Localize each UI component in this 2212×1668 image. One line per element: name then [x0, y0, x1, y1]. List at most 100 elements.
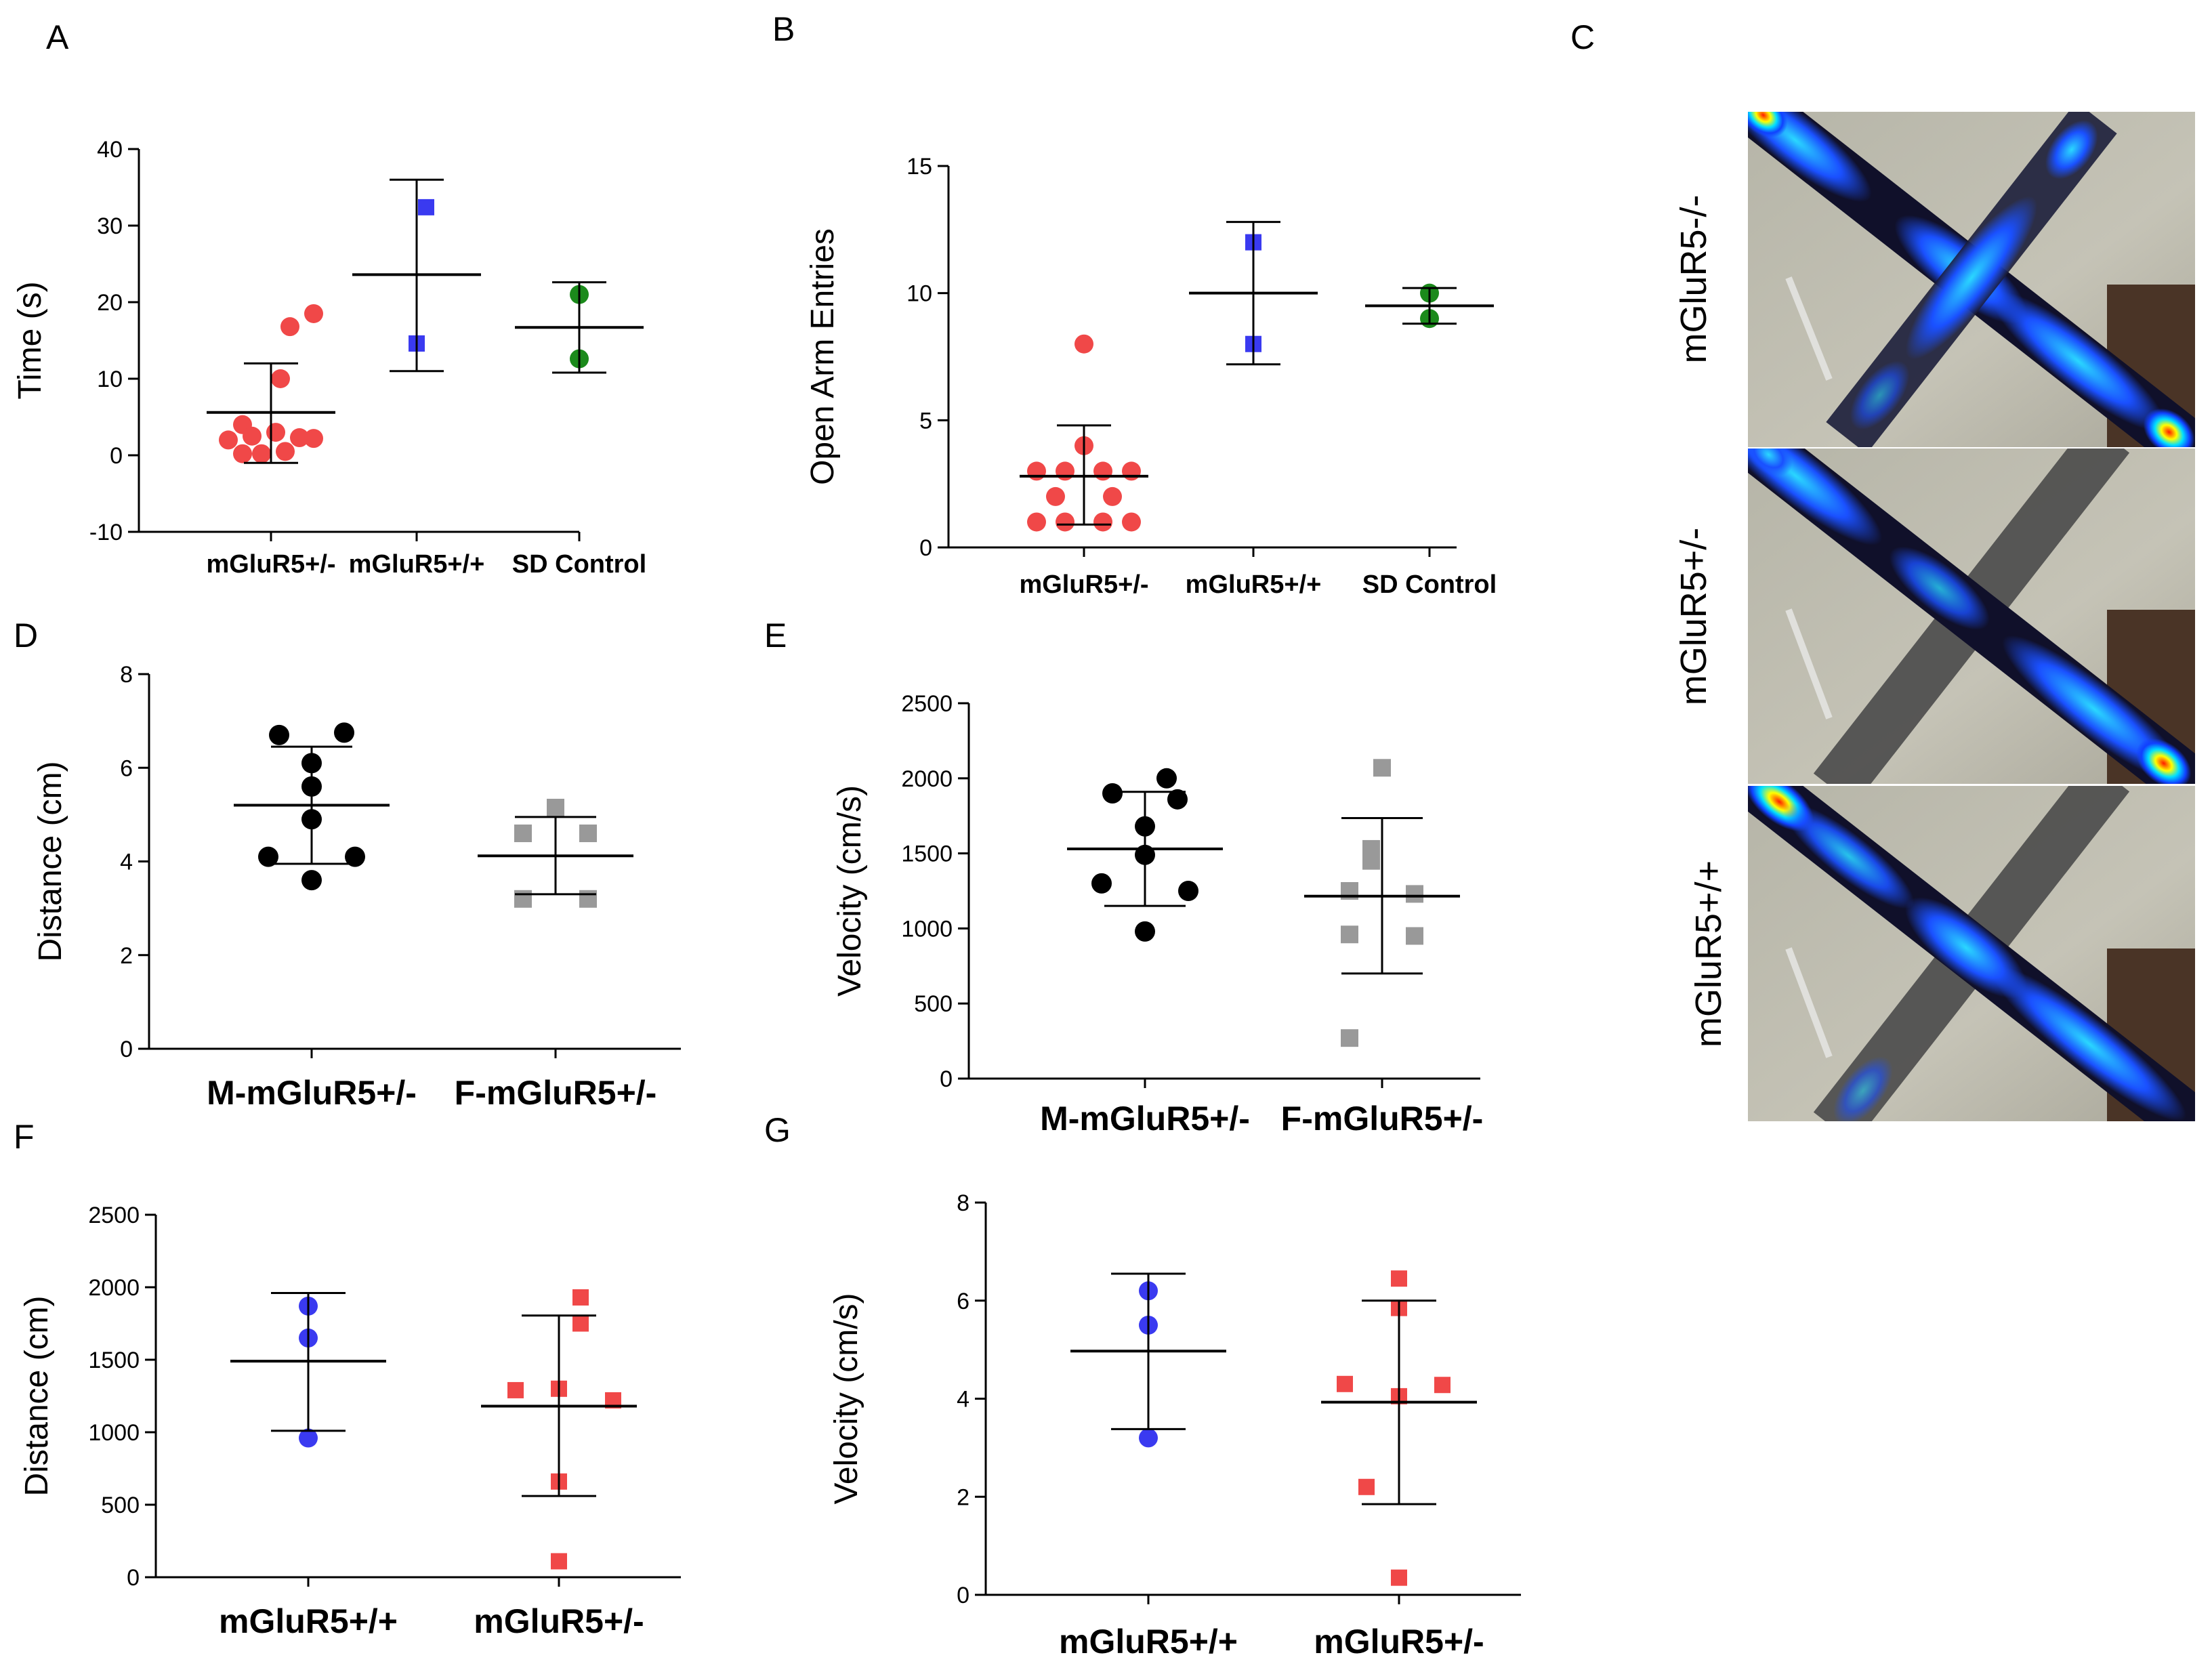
data-point — [1091, 873, 1112, 894]
heatmap-label-ko: mGluR5-/- — [1673, 194, 1714, 363]
y-tick-label: 30 — [97, 213, 123, 239]
y-tick-label: 8 — [957, 1190, 969, 1216]
data-point — [1122, 512, 1141, 532]
heatmap-mglur5-wt — [1748, 786, 2195, 1121]
data-point — [1046, 486, 1065, 506]
data-point — [1074, 334, 1093, 354]
panel-letter-c: C — [1570, 18, 1595, 56]
y-tick-label: 6 — [120, 755, 133, 781]
series-mglur5- — [1321, 1270, 1477, 1586]
data-point — [1434, 1377, 1451, 1394]
data-point — [334, 722, 354, 743]
data-point — [514, 825, 532, 843]
data-point — [1373, 759, 1391, 777]
panel-letter-f: F — [14, 1118, 35, 1156]
data-point — [579, 890, 597, 908]
x-tick-label: F-mGluR5+/- — [455, 1074, 657, 1112]
data-point — [1027, 461, 1046, 481]
data-point — [572, 1289, 589, 1306]
data-point — [304, 304, 323, 323]
data-point — [1362, 852, 1380, 870]
y-axis-label: Velocity (cm/s) — [829, 1293, 864, 1504]
data-point — [219, 430, 238, 450]
data-point — [258, 846, 278, 867]
y-axis-label: Distance (cm) — [19, 1295, 55, 1496]
panel-letter-g: G — [764, 1111, 791, 1149]
y-tick-label: 10 — [97, 367, 123, 392]
x-tick-label: mGluR5+/- — [474, 1602, 644, 1640]
y-tick-label: 2500 — [88, 1203, 140, 1228]
chart-a: -10 0 10 20 30 40 Time (s) mGluR5+/- mGluR5+/+ SD… — [12, 137, 646, 579]
data-point — [1391, 1270, 1407, 1287]
y-tick-label: 500 — [914, 991, 953, 1017]
data-point — [1337, 1375, 1353, 1392]
panel-letter-d: D — [14, 617, 38, 654]
series-mglur5- — [207, 304, 335, 464]
x-tick-label: mGluR5+/+ — [1059, 1623, 1238, 1661]
heatmap-mglur5-ko — [1748, 112, 2195, 447]
heatmap-mglur5-het — [1748, 449, 2195, 784]
data-point — [1093, 461, 1112, 481]
series-sd-control — [1365, 283, 1494, 329]
series-mglur5- — [1070, 1272, 1226, 1448]
data-point — [551, 1553, 567, 1570]
heatmap-label-wt: mGluR5+/+ — [1688, 860, 1729, 1047]
data-point — [301, 870, 322, 891]
y-tick-label: 2000 — [901, 766, 953, 792]
chart-g: 0 2 4 6 8 Velocity (cm/s) mGluR5+/+ mGluR5+/- — [829, 1190, 1521, 1661]
heatmap-label-het: mGluR5+/- — [1673, 528, 1714, 706]
data-point — [1391, 1569, 1407, 1586]
y-tick-label: -10 — [89, 520, 123, 545]
x-tick-label: mGluR5+/- — [206, 550, 335, 579]
data-point — [1056, 461, 1074, 481]
y-tick-label: 4 — [120, 850, 133, 875]
y-tick-label: 2 — [957, 1484, 969, 1510]
panel-letter-b: B — [772, 10, 795, 48]
data-point — [1341, 1029, 1358, 1047]
data-point — [1341, 925, 1358, 944]
data-point — [1406, 885, 1423, 903]
data-point — [579, 825, 597, 843]
series-sd-control — [515, 281, 644, 374]
data-point — [345, 846, 365, 867]
y-tick-label: 0 — [957, 1583, 969, 1608]
series-mglur5- — [230, 1292, 386, 1448]
data-point — [290, 428, 309, 448]
y-tick-label: 8 — [120, 662, 133, 688]
x-tick-label: mGluR5+/- — [1314, 1623, 1484, 1661]
series-f-mglur5- — [1304, 759, 1460, 1047]
data-point — [299, 1428, 318, 1448]
series-m-mglur5- — [234, 722, 390, 891]
chart-f: 0 500 1000 1500 2000 2500 Distance (cm) mGluR5+… — [19, 1203, 681, 1640]
series-mglur5- — [1189, 221, 1318, 366]
chart-e: 0 500 1000 1500 2000 2500 Velocity (cm/s) M-mGl… — [832, 691, 1483, 1138]
y-tick-label: 6 — [957, 1289, 969, 1314]
x-tick-label: mGluR5+/+ — [219, 1602, 398, 1640]
data-point — [276, 442, 295, 461]
data-point — [1135, 921, 1155, 942]
chart-d: 0 2 4 6 8 Distance (cm) M-mGluR5+/- F-mGluR5+/- — [33, 662, 681, 1112]
y-tick-label: 0 — [919, 535, 932, 561]
data-point — [418, 199, 434, 215]
data-point — [280, 317, 299, 337]
y-axis-label: Time (s) — [12, 281, 48, 399]
data-point — [1027, 512, 1046, 532]
data-point — [572, 1315, 589, 1332]
panel-letter-a: A — [46, 18, 69, 56]
data-point — [1103, 486, 1122, 506]
y-axis-label: Velocity (cm/s) — [832, 785, 868, 997]
data-point — [1093, 512, 1112, 532]
data-point — [269, 724, 289, 745]
data-point — [271, 369, 290, 388]
series-m-mglur5- — [1067, 768, 1223, 942]
x-tick-label: mGluR5+/- — [1019, 570, 1148, 599]
data-point — [547, 799, 564, 817]
data-point — [304, 429, 323, 449]
y-tick-label: 2000 — [88, 1275, 140, 1301]
y-tick-label: 4 — [957, 1387, 969, 1413]
x-tick-label: M-mGluR5+/- — [207, 1074, 417, 1112]
y-tick-label: 0 — [120, 1037, 133, 1062]
y-axis-label: Open Arm Entries — [805, 228, 841, 485]
